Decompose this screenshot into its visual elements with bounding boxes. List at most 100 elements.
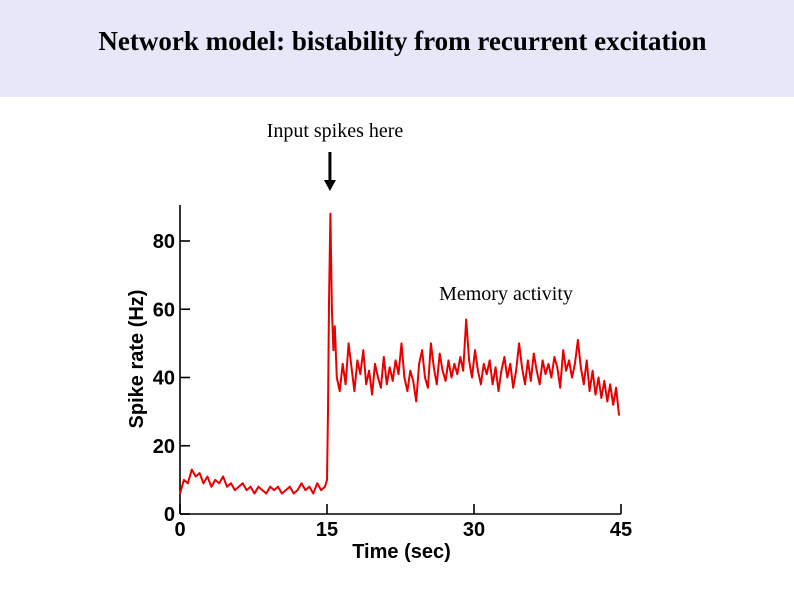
- data-point: [327, 410, 329, 413]
- data-point: [190, 468, 193, 471]
- data-point: [515, 369, 517, 372]
- data-point: [527, 359, 529, 362]
- data-point: [606, 400, 609, 403]
- data-point: [377, 376, 379, 379]
- data-point: [296, 489, 299, 491]
- data-point: [397, 373, 400, 375]
- data-point: [320, 489, 322, 491]
- data-point: [565, 369, 567, 372]
- data-point: [253, 492, 256, 495]
- data-point: [265, 492, 268, 495]
- data-point: [547, 363, 550, 365]
- x-tick-label: 45: [610, 519, 632, 541]
- data-point: [388, 366, 391, 369]
- data-point: [288, 485, 291, 488]
- data-point: [210, 485, 213, 488]
- data-point: [612, 403, 615, 406]
- data-point: [374, 363, 376, 365]
- data-point: [308, 485, 311, 488]
- data-point: [506, 376, 509, 379]
- y-tick-label: 80: [153, 231, 175, 253]
- data-point: [494, 366, 497, 369]
- data-point: [556, 366, 559, 369]
- data-point: [347, 342, 350, 345]
- input-arrow-head: [323, 180, 336, 191]
- data-point: [559, 386, 562, 389]
- data-point: [277, 485, 279, 488]
- data-point: [365, 383, 368, 386]
- data-point: [456, 373, 459, 375]
- data-point: [571, 376, 573, 379]
- data-point: [273, 489, 275, 491]
- data-point: [438, 352, 441, 355]
- data-point: [230, 482, 232, 485]
- y-tick-label: 60: [153, 299, 175, 321]
- data-point: [382, 356, 385, 358]
- data-point: [553, 356, 556, 358]
- data-point: [406, 390, 409, 392]
- data-point: [453, 363, 456, 365]
- data-point: [206, 475, 209, 478]
- data-point: [609, 383, 612, 386]
- chart-axes: [179, 205, 621, 515]
- chart-annotations: [323, 152, 336, 191]
- data-point: [421, 349, 423, 352]
- data-point: [462, 369, 465, 372]
- data-point: [226, 485, 228, 488]
- data-point: [300, 482, 303, 485]
- y-axis-title: Spike rate (Hz): [126, 290, 148, 429]
- chart-series: [179, 212, 620, 495]
- data-point: [424, 376, 426, 379]
- data-point: [269, 485, 272, 488]
- data-point: [603, 380, 606, 382]
- data-point: [532, 352, 535, 355]
- data-point: [427, 386, 429, 389]
- data-point: [333, 325, 336, 328]
- memory-activity-annotation: Memory activity: [439, 283, 573, 305]
- data-point: [480, 383, 482, 386]
- data-point: [356, 359, 359, 362]
- data-point: [329, 212, 332, 215]
- data-point: [579, 366, 582, 369]
- data-point: [618, 414, 620, 416]
- title-band: [0, 0, 794, 97]
- data-point: [415, 400, 418, 403]
- data-point: [326, 479, 328, 481]
- data-point: [594, 393, 597, 396]
- data-point: [284, 489, 287, 491]
- data-point: [391, 380, 394, 382]
- y-tick-label: 40: [153, 368, 175, 390]
- data-point: [237, 485, 240, 488]
- data-point: [529, 380, 532, 382]
- data-point: [222, 475, 225, 478]
- data-point: [332, 349, 335, 352]
- data-point: [471, 376, 473, 379]
- data-point: [597, 376, 600, 379]
- data-point: [447, 359, 450, 362]
- data-point: [194, 475, 197, 478]
- x-tick-label: 30: [463, 519, 485, 541]
- data-point: [600, 397, 603, 399]
- data-point: [218, 482, 221, 485]
- y-tick-label: 20: [153, 436, 175, 458]
- data-point: [245, 489, 248, 491]
- data-point: [585, 359, 588, 362]
- x-axis-title: Time (sec): [352, 541, 451, 563]
- data-point: [497, 390, 500, 392]
- chart-ticks: 0 20 40 60 80 0 15 30 45 Time (sec) Spike rate (Hz…: [126, 231, 632, 563]
- data-point: [562, 349, 565, 352]
- data-point: [261, 489, 264, 491]
- slide-title: Network model: bistability from recurren…: [98, 26, 707, 56]
- data-point: [521, 366, 523, 369]
- data-point: [412, 380, 415, 382]
- spike-rate-line: [179, 212, 620, 495]
- data-point: [503, 356, 506, 358]
- data-point: [359, 373, 362, 375]
- data-point: [214, 479, 217, 481]
- data-point: [362, 349, 365, 352]
- data-point: [435, 383, 438, 386]
- data-point: [468, 359, 470, 362]
- data-point: [312, 492, 315, 495]
- data-point: [574, 363, 576, 365]
